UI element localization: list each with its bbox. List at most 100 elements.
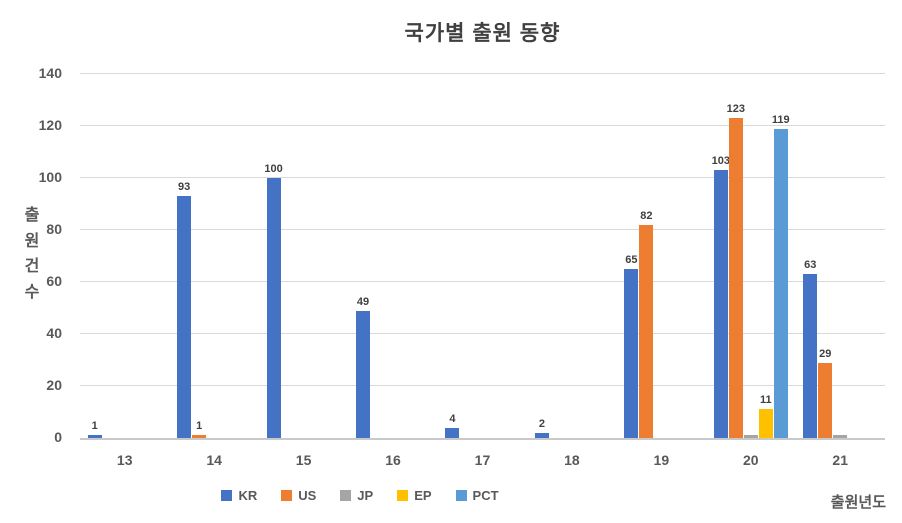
legend-item-kr: KR	[221, 488, 257, 503]
x-axis-tick-label: 21	[832, 452, 848, 468]
bar-kr-20	[713, 170, 728, 438]
bar-slot	[103, 74, 117, 438]
bar-value-label: 1	[91, 420, 98, 433]
x-axis-tick-label: 18	[564, 452, 580, 468]
x-axis-tick-label: 15	[295, 452, 312, 468]
bar-slot	[669, 74, 683, 438]
legend-item-pct: PCT	[455, 488, 499, 503]
bar-slot: 11	[758, 74, 773, 438]
bar-group-14: 93 1	[169, 74, 258, 438]
x-axis-tick-label: 17	[474, 452, 491, 468]
bar-slot: 65	[624, 74, 639, 438]
bar-value-label: 119	[771, 113, 790, 126]
chart-legend: KR US JP EP PCT	[80, 488, 640, 503]
bar-jp-21	[833, 435, 848, 438]
y-axis-title: 출원건수	[24, 207, 40, 301]
bar-value-label: 100	[264, 163, 283, 175]
bar-slot	[490, 74, 504, 438]
bar-slot	[312, 74, 326, 438]
bar-slot: 1	[192, 74, 207, 438]
bar-ep-20	[758, 409, 773, 438]
bar-slot	[505, 74, 519, 438]
x-axis-line	[80, 438, 885, 440]
legend-item-jp: JP	[340, 488, 373, 503]
bar-kr-18	[534, 432, 549, 438]
bar-slot	[118, 74, 132, 438]
bar-slot	[863, 74, 877, 438]
bar-jp-20	[743, 435, 758, 438]
bar-value-label: 29	[819, 347, 832, 360]
bar-kr-17	[445, 427, 460, 438]
bar-group-17: 4	[438, 74, 527, 438]
bar-slot	[460, 74, 474, 438]
x-axis-tick-label: 13	[116, 452, 133, 468]
bar-slot	[222, 74, 236, 438]
x-axis-tick-label: 20	[742, 452, 759, 468]
legend-label-pct: PCT	[472, 488, 499, 503]
bar-slot	[565, 74, 579, 438]
gridline	[80, 385, 885, 386]
bar-slot: 100	[264, 74, 283, 438]
bar-us-20	[728, 118, 743, 438]
bar-slot	[580, 74, 594, 438]
legend-label-jp: JP	[357, 488, 374, 503]
bar-slot: 119	[771, 74, 790, 438]
gridline	[80, 177, 885, 178]
gridline	[80, 125, 885, 126]
bar-slot	[416, 74, 430, 438]
bar-slot	[282, 74, 296, 438]
bar-group-18: 2	[527, 74, 616, 438]
x-axis-tick-label: 16	[385, 452, 401, 468]
bar-slot: 1	[87, 74, 102, 438]
bar-slot	[133, 74, 147, 438]
bar-slot	[386, 74, 400, 438]
y-axis-tick-label: 40	[46, 325, 62, 341]
x-axis-tick-label: 14	[206, 452, 222, 468]
bar-slot	[654, 74, 668, 438]
bar-value-label: 2	[538, 417, 545, 430]
bar-kr-19	[624, 269, 639, 438]
bar-slot	[327, 74, 341, 438]
y-axis-tick-label: 60	[46, 273, 62, 289]
legend-swatch-kr	[221, 490, 233, 501]
bar-pct-20	[773, 128, 788, 438]
bar-value-label: 49	[356, 295, 370, 308]
bar-slot	[475, 74, 489, 438]
bar-kr-15	[266, 178, 281, 438]
bar-kr-14	[177, 196, 192, 438]
bar-slot: 2	[534, 74, 549, 438]
chart-title: 국가별 출원 동향	[404, 22, 561, 45]
bar-group-13: 1	[80, 74, 169, 438]
bar-slot	[833, 74, 848, 438]
bar-slot	[297, 74, 311, 438]
legend-label-us: US	[298, 488, 317, 503]
bar-slot	[237, 74, 251, 438]
legend-label-ep: EP	[414, 488, 432, 503]
plot-area: 1 93 1 100 49 4 2 65 82 103 123 11 119 63 29	[80, 73, 885, 438]
bar-slot: 93	[177, 74, 192, 438]
legend-swatch-jp	[340, 490, 352, 501]
bar-value-label: 1	[196, 420, 203, 433]
bar-slot	[371, 74, 385, 438]
legend-swatch-pct	[455, 490, 467, 501]
bar-value-label: 65	[625, 254, 638, 266]
bar-slot	[595, 74, 609, 438]
bar-value-label: 63	[804, 259, 817, 272]
y-axis-tick-label: 140	[38, 65, 62, 81]
bar-us-14	[192, 435, 207, 438]
bar-group-20: 103 123 11 119	[706, 74, 795, 438]
legend-item-ep: EP	[397, 488, 432, 503]
bar-kr-16	[356, 310, 371, 438]
gridline	[80, 229, 885, 230]
bar-kr-21	[803, 274, 818, 438]
legend-swatch-ep	[397, 490, 409, 501]
bar-value-label: 4	[449, 412, 456, 425]
bar-slot: 103	[712, 74, 730, 438]
bar-value-label: 123	[726, 103, 745, 116]
bar-value-label: 11	[759, 394, 772, 407]
legend-label-kr: KR	[238, 488, 258, 503]
x-axis-title: 출원년도	[830, 494, 886, 511]
bar-slot	[684, 74, 698, 438]
bar-slot	[743, 74, 758, 438]
